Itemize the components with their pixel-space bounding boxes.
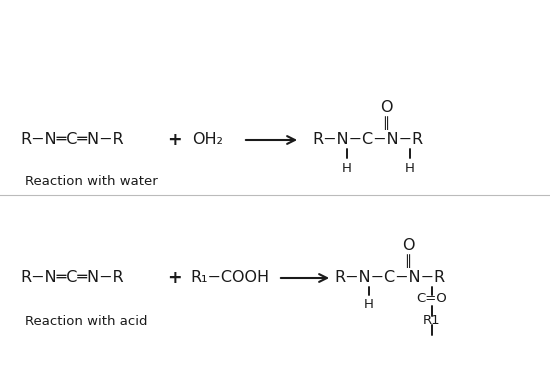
Text: +: + (167, 131, 182, 149)
Text: +: + (167, 269, 182, 287)
Text: O: O (402, 238, 414, 252)
Text: H: H (364, 298, 374, 311)
Text: R−N═C═N−R: R−N═C═N−R (20, 133, 124, 147)
Text: R−N−C−N−R: R−N−C−N−R (334, 271, 446, 285)
Text: Reaction with acid: Reaction with acid (25, 315, 147, 328)
Text: C=O: C=O (417, 291, 447, 304)
Text: R−N−C−N−R: R−N−C−N−R (312, 133, 424, 147)
Text: ∥: ∥ (382, 116, 389, 130)
Text: Reaction with water: Reaction with water (25, 175, 158, 188)
Text: H: H (405, 162, 415, 175)
Text: OH₂: OH₂ (192, 133, 223, 147)
Text: R1: R1 (423, 314, 441, 326)
Text: H: H (342, 162, 352, 175)
Text: O: O (379, 100, 392, 114)
Text: R₁−COOH: R₁−COOH (190, 271, 269, 285)
Text: ∥: ∥ (404, 254, 411, 268)
Text: R−N═C═N−R: R−N═C═N−R (20, 271, 124, 285)
